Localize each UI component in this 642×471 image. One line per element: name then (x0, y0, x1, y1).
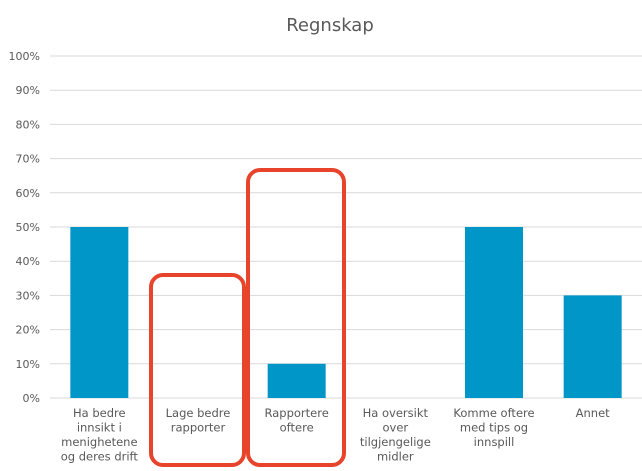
x-category-line: Ha oversikt (363, 406, 429, 420)
y-tick-label: 20% (16, 324, 40, 337)
x-category-line: Annet (576, 406, 611, 420)
y-tick-label: 100% (9, 50, 40, 63)
x-category-line: og deres drift (61, 450, 139, 464)
y-tick-label: 90% (16, 84, 40, 97)
y-tick-label: 0% (23, 392, 40, 405)
bars (70, 227, 622, 398)
bar (267, 363, 326, 398)
bar (465, 227, 523, 398)
highlight-box (149, 273, 246, 467)
x-category-line: Lage bedre (166, 406, 231, 420)
bar (563, 295, 622, 398)
x-category-label: Lage bedre rapporter (166, 406, 231, 435)
y-tick-label: 30% (16, 289, 40, 302)
y-tick-label: 40% (16, 255, 40, 268)
x-category-label: Ha oversikt over tilgjengelige midler (360, 406, 431, 464)
highlight-box (246, 168, 346, 467)
x-category-line: tilgjengelige (360, 435, 431, 449)
x-category-line: innsikt i (77, 421, 122, 435)
x-category-line: med tips og (460, 421, 528, 435)
y-tick-label: 80% (16, 118, 40, 131)
x-category-line: Komme oftere (453, 406, 534, 420)
x-category-line: oftere (280, 421, 314, 435)
x-category-line: over (383, 421, 409, 435)
y-tick-label: 60% (16, 187, 40, 200)
x-category-line: innspill (474, 435, 515, 449)
y-tick-label: 10% (16, 358, 40, 371)
bar (70, 227, 129, 398)
chart-title: Regnskap (286, 15, 374, 36)
x-category-line: menighetene (61, 435, 137, 449)
y-tick-label: 70% (16, 153, 40, 166)
x-category-line: midler (377, 450, 414, 464)
x-axis: Ha bedre innsikt i menighetene og deres dri… (61, 406, 610, 464)
x-category-label: Ha bedre innsikt i menighetene og deres dri… (61, 406, 139, 464)
y-axis: 0% 10% 20% 30% 40% 50% 60% 70% 80% 90% 100% (9, 50, 40, 405)
highlight-boxes (149, 168, 346, 467)
x-category-line: Rapportere (265, 406, 329, 420)
y-tick-label: 50% (16, 221, 40, 234)
x-category-line: rapporter (171, 421, 226, 435)
x-category-label: Komme oftere med tips og innspill (453, 406, 534, 449)
x-category-label: Rapportere oftere (265, 406, 329, 435)
x-category-label: Annet (576, 406, 611, 420)
x-category-line: Ha bedre (73, 406, 126, 420)
